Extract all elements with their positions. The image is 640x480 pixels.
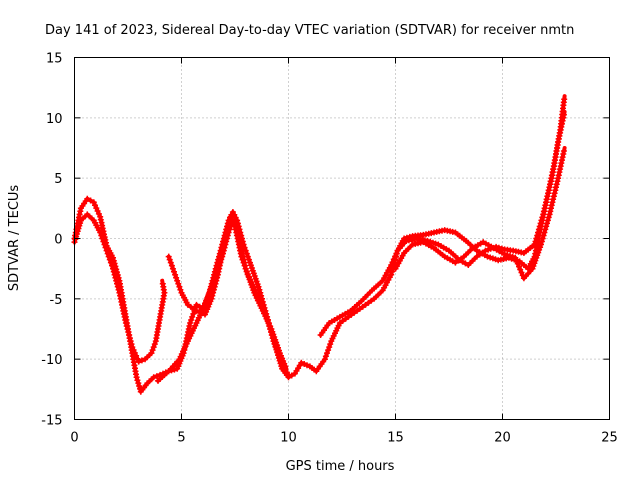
x-tick-label: 20 <box>494 431 511 446</box>
series-line <box>72 212 167 364</box>
x-tick-label: 10 <box>280 431 297 446</box>
series-track-4 <box>155 217 289 384</box>
series-line <box>393 146 567 281</box>
y-tick-label: 15 <box>46 52 63 67</box>
series-line <box>166 214 291 377</box>
y-tick-label: 10 <box>46 112 63 127</box>
chart-title: Day 141 of 2023, Sidereal Day-to-day VTE… <box>45 23 574 38</box>
y-tick-label: -15 <box>41 414 62 429</box>
series-track-2 <box>71 211 168 365</box>
series-track-6 <box>392 146 567 282</box>
series-track-5 <box>317 109 567 338</box>
series-layer <box>71 94 568 395</box>
y-tick-label: 5 <box>54 172 62 187</box>
y-tick-label: 0 <box>54 233 62 248</box>
grid <box>74 57 610 420</box>
x-tick-label: 15 <box>387 431 404 446</box>
y-tick-label: -5 <box>50 293 63 308</box>
series-markers <box>392 148 567 282</box>
x-tick-label: 0 <box>70 431 78 446</box>
x-axis-label: GPS time / hours <box>286 459 395 474</box>
x-tick-label: 25 <box>601 431 618 446</box>
series-line <box>318 109 567 337</box>
ticks: 0 5 10 15 20 25 -15 -10 -5 0 5 10 15 <box>41 52 618 446</box>
series-markers <box>317 111 567 338</box>
series-markers <box>155 217 289 384</box>
y-tick-label: -10 <box>41 353 62 368</box>
y-axis-label: SDTVAR / TECUs <box>7 185 22 292</box>
x-tick-label: 5 <box>177 431 185 446</box>
